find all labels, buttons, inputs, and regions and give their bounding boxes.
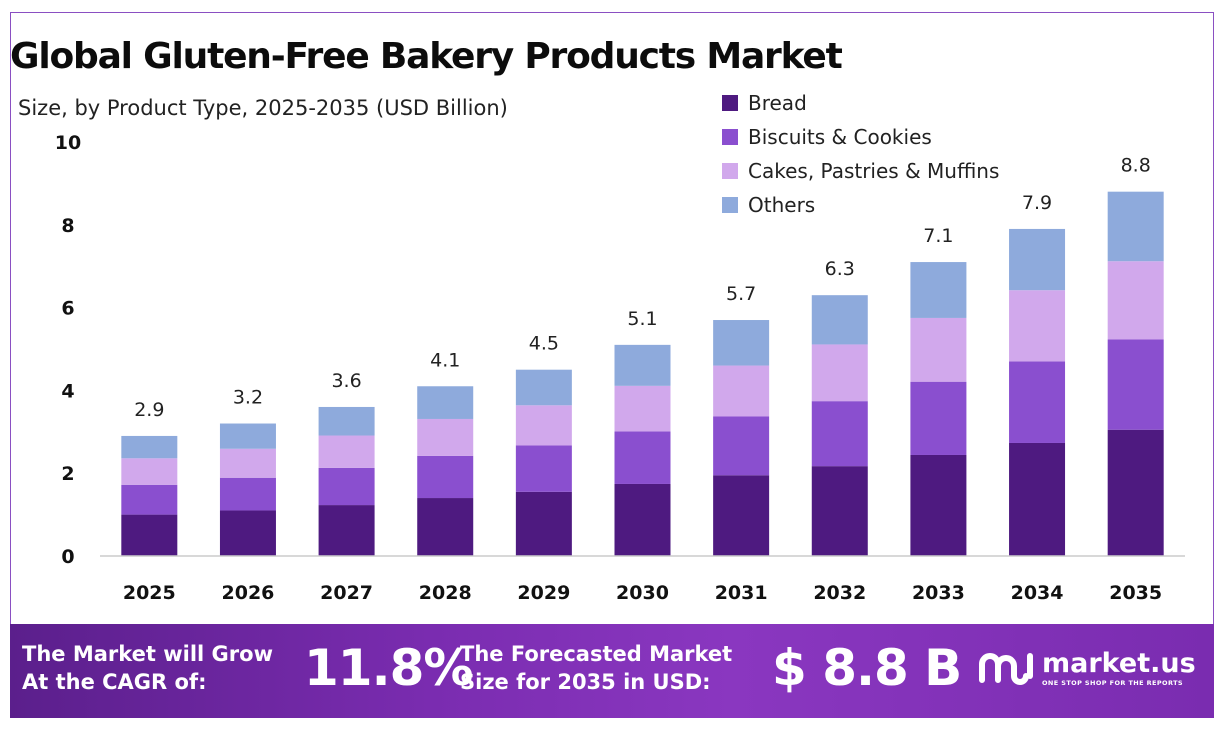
chart-title: Global Gluten-Free Bakery Products Marke… [10,36,843,77]
forecast-label-line1: The Forecasted Market [460,642,733,666]
x-tick-label: 2031 [715,582,768,604]
bar-total-label: 7.1 [923,225,953,247]
bar-total-label: 3.6 [331,370,361,392]
legend-label-others: Others [748,193,816,217]
y-tick-label: 10 [55,132,81,154]
bar-segment [318,505,375,556]
x-tick-label: 2026 [222,582,275,604]
bar-segment [713,475,770,556]
y-tick-label: 4 [61,380,74,402]
bar-segment [417,418,474,456]
bar-segment [1107,339,1164,430]
bar-segment [515,405,572,446]
bar-segment [1009,442,1066,556]
bar-segment [614,385,671,432]
bar-segment [219,423,276,449]
bar-segment [121,458,178,485]
bar-total-label: 6.3 [825,258,855,280]
bar-segment [219,510,276,556]
bar-segment [910,454,967,556]
bar-segment [1009,228,1066,291]
bar-segment [417,498,474,556]
legend-item-bread: Bread [722,86,999,120]
bar-total-label: 5.7 [726,283,756,305]
bar-segment [318,435,375,468]
x-tick-label: 2028 [419,582,472,604]
bar-segment [713,320,770,366]
summary-banner: The Market will Grow At the CAGR of: 11.… [10,624,1214,718]
bar-segment [1107,429,1164,556]
bar-segment [1107,261,1164,340]
x-tick-label: 2035 [1109,582,1162,604]
chart-subtitle: Size, by Product Type, 2025-2035 (USD Bi… [18,96,508,120]
y-tick-label: 8 [61,215,74,237]
bar-segment [713,365,770,417]
bar-segment [121,514,178,556]
x-tick-label: 2034 [1011,582,1064,604]
y-tick-label: 2 [61,463,74,485]
bar-total-label: 2.9 [134,399,164,421]
x-tick-label: 2032 [813,582,866,604]
legend-item-biscuits-cookies: Biscuits & Cookies [722,120,999,154]
market-us-logo: market.us ONE STOP SHOP FOR THE REPORTS [976,646,1196,690]
y-tick-label: 6 [61,298,74,320]
bar-segment [318,406,375,436]
legend-item-others: Others [722,188,999,222]
bar-segment [1009,290,1066,362]
bar-segment [614,483,671,556]
bar-total-label: 4.1 [430,349,460,371]
bar-total-label: 5.1 [627,308,657,330]
bar-segment [614,344,671,386]
cagr-value: 11.8% [304,639,473,697]
bar-segment [811,466,868,556]
bar-total-label: 8.8 [1121,155,1151,177]
forecast-label-line2: Size for 2035 in USD: [460,670,711,694]
x-tick-label: 2033 [912,582,965,604]
bar-segment [515,491,572,556]
bar-total-label: 4.5 [529,333,559,355]
x-tick-label: 2027 [320,582,373,604]
y-tick-label: 0 [61,546,74,568]
bar-segment [121,484,178,515]
bar-segment [811,295,868,345]
bar-segment [121,435,178,459]
bar-segment [219,477,276,511]
bar-segment [811,344,868,402]
market-us-logo-icon [979,653,1033,685]
bar-total-label: 7.9 [1022,192,1052,214]
bar-segment [318,467,375,506]
legend-swatch-biscuits-cookies [722,129,738,145]
legend-swatch-cakes-pastries-muffins [722,163,738,179]
logo-name: market.us [1042,648,1196,679]
forecast-value: $ 8.8 B [772,639,962,697]
legend-label-bread: Bread [748,91,807,115]
x-tick-label: 2025 [123,582,176,604]
bar-segment [910,262,967,318]
bar-segment [1009,361,1066,443]
bar-segment [1107,191,1164,262]
bar-segment [219,448,276,478]
x-tick-label: 2029 [517,582,570,604]
bar-total-label: 3.2 [233,387,263,409]
logo-tagline: ONE STOP SHOP FOR THE REPORTS [1042,679,1183,687]
bar-segment [910,381,967,455]
stacked-bar-chart: 0 2 4 6 8 10 2.9 2025 3.2 2026 3.6 2027 4.1 2028 4.5 20… [55,132,1185,604]
x-tick-label: 2030 [616,582,669,604]
chart-legend: Bread Biscuits & Cookies Cakes, Pastries… [722,86,999,222]
legend-label-biscuits-cookies: Biscuits & Cookies [748,125,932,149]
legend-item-cakes-pastries-muffins: Cakes, Pastries & Muffins [722,154,999,188]
bar-segment [811,401,868,467]
bar-segment [515,369,572,406]
bar-segment [515,445,572,492]
legend-label-cakes-pastries-muffins: Cakes, Pastries & Muffins [748,159,1000,183]
bar-segment [713,416,770,476]
legend-swatch-bread [722,95,738,111]
bar-segment [417,386,474,419]
cagr-label-line1: The Market will Grow [22,642,273,666]
bar-segment [910,317,967,382]
cagr-label-line2: At the CAGR of: [22,670,207,694]
legend-swatch-others [722,197,738,213]
bar-segment [417,455,474,499]
bar-segment [614,431,671,484]
